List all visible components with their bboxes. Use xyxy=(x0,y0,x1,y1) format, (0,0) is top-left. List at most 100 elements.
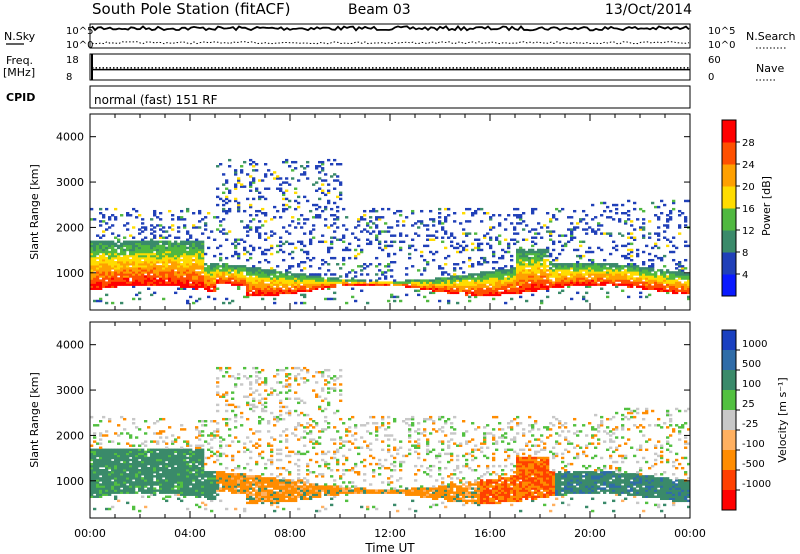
heatmap-cell xyxy=(156,283,160,286)
heatmap-cell xyxy=(183,285,187,288)
heatmap-cell xyxy=(612,265,616,268)
heatmap-cell xyxy=(597,263,601,266)
heatmap-cell xyxy=(162,464,166,468)
heatmap-cell xyxy=(198,473,202,476)
heatmap-cell xyxy=(357,283,361,286)
heatmap-cell xyxy=(216,409,220,413)
heatmap-cell xyxy=(453,285,457,288)
heatmap-cell xyxy=(93,250,97,254)
heatmap-cell xyxy=(114,454,118,458)
heatmap-cell xyxy=(321,277,325,280)
heatmap-cell xyxy=(612,279,616,282)
heatmap-cell xyxy=(498,293,502,297)
heatmap-cell xyxy=(432,287,436,290)
heatmap-cell xyxy=(195,469,199,472)
heatmap-cell xyxy=(234,383,238,386)
heatmap-cell xyxy=(102,483,106,486)
heatmap-cell xyxy=(192,487,196,490)
heatmap-cell xyxy=(207,283,211,286)
heatmap-cell xyxy=(609,269,613,272)
heatmap-cell xyxy=(444,207,448,211)
heatmap-cell xyxy=(162,297,166,301)
heatmap-cell xyxy=(108,216,112,219)
heatmap-cell xyxy=(171,440,175,443)
heatmap-cell xyxy=(393,281,397,284)
heatmap-cell xyxy=(492,291,496,295)
heatmap-cell xyxy=(201,448,205,452)
heatmap-cell xyxy=(186,481,190,484)
heatmap-cell xyxy=(135,265,139,268)
heatmap-cell xyxy=(102,464,106,468)
heatmap-cell xyxy=(150,460,154,464)
heatmap-cell xyxy=(462,285,466,288)
heatmap-cell xyxy=(552,214,556,217)
heatmap-cell xyxy=(156,242,160,246)
heatmap-cell xyxy=(147,265,151,268)
heatmap-cell xyxy=(549,230,553,233)
heatmap-cell xyxy=(114,485,118,488)
heatmap-cell xyxy=(216,279,220,282)
heatmap-cell xyxy=(615,269,619,272)
heatmap-cell xyxy=(219,163,223,166)
heatmap-cell xyxy=(483,258,487,262)
heatmap-cell xyxy=(201,458,205,462)
heatmap-cell xyxy=(411,244,415,248)
heatmap-cell xyxy=(186,489,190,492)
heatmap-cell xyxy=(99,446,103,449)
heatmap-cell xyxy=(147,477,151,480)
heatmap-cell xyxy=(576,271,580,274)
heatmap-cell xyxy=(114,273,118,276)
heatmap-cell xyxy=(90,273,94,276)
heatmap-cell xyxy=(177,489,181,492)
heatmap-cell xyxy=(237,466,241,470)
heatmap-cell xyxy=(252,291,256,295)
heatmap-cell xyxy=(219,487,223,490)
heatmap-cell xyxy=(144,440,148,443)
heatmap-cell xyxy=(246,258,250,262)
heatmap-cell xyxy=(219,220,223,223)
heatmap-cell xyxy=(627,269,631,272)
heatmap-cell xyxy=(426,283,430,286)
heatmap-cell xyxy=(279,240,283,244)
heatmap-cell xyxy=(108,283,112,286)
heatmap-cell xyxy=(492,226,496,229)
heatmap-cell xyxy=(441,236,445,239)
heatmap-cell xyxy=(252,285,256,288)
heatmap-cell xyxy=(141,454,145,458)
heatmap-cell xyxy=(627,271,631,274)
heatmap-cell xyxy=(108,279,112,282)
heatmap-cell xyxy=(309,265,313,268)
heatmap-cell xyxy=(657,226,661,229)
heatmap-cell xyxy=(138,271,142,274)
heatmap-cell xyxy=(255,209,259,213)
heatmap-cell xyxy=(309,258,313,262)
heatmap-cell xyxy=(177,450,181,454)
heatmap-cell xyxy=(207,265,211,268)
heatmap-cell xyxy=(204,285,208,288)
heatmap-cell xyxy=(405,216,409,219)
heatmap-cell xyxy=(186,485,190,488)
heatmap-cell xyxy=(96,479,100,482)
heatmap-cell xyxy=(195,271,199,274)
heatmap-cell xyxy=(684,283,688,286)
heatmap-cell xyxy=(360,289,364,293)
heatmap-cell xyxy=(90,242,94,246)
heatmap-cell xyxy=(138,250,142,254)
heatmap-cell xyxy=(129,485,133,488)
heatmap-cell xyxy=(141,273,145,276)
heatmap-cell xyxy=(216,287,220,290)
heatmap-cell xyxy=(552,263,556,266)
heatmap-cell xyxy=(216,263,220,266)
heatmap-cell xyxy=(168,226,172,229)
heatmap-cell xyxy=(312,273,316,276)
heatmap-cell xyxy=(249,383,253,386)
heatmap-cell xyxy=(450,279,454,282)
heatmap-cell xyxy=(234,187,238,190)
heatmap-cell xyxy=(153,440,157,443)
heatmap-cell xyxy=(246,501,250,505)
heatmap-cell xyxy=(225,399,229,403)
heatmap-cell xyxy=(393,240,397,244)
heatmap-cell xyxy=(210,275,214,278)
heatmap-cell xyxy=(309,238,313,241)
heatmap-cell xyxy=(114,483,118,486)
